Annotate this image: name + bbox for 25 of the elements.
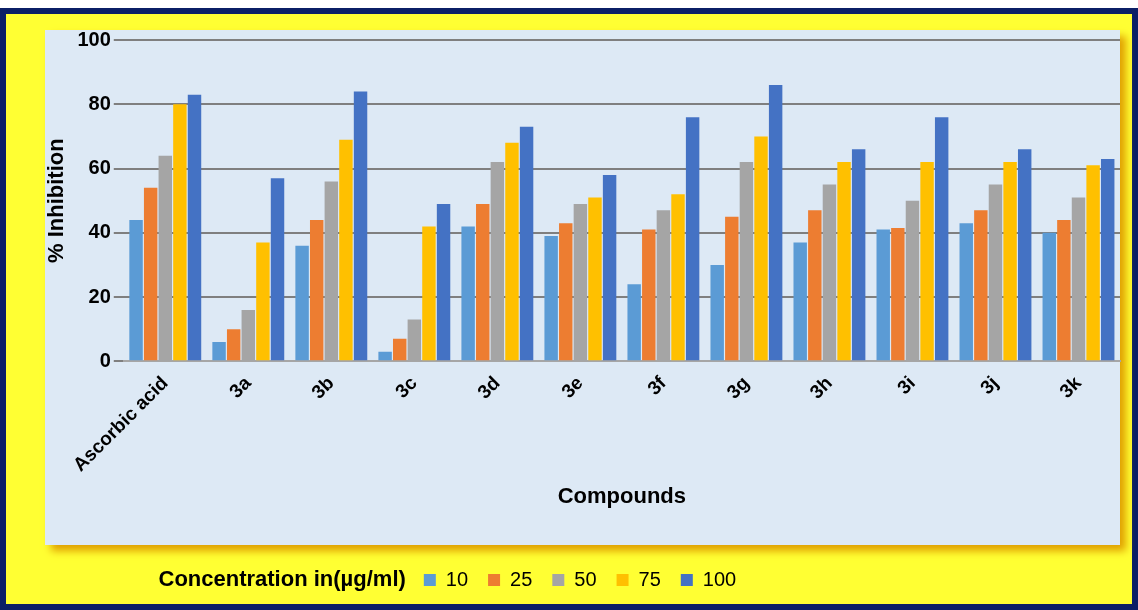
y-tick-label: 100 (77, 27, 111, 50)
x-tick-label: 3k (1055, 371, 1086, 402)
y-axis-title: % Inhibition (43, 138, 69, 264)
x-tick-label: 3f (643, 371, 671, 399)
y-tick-label: 40 (88, 220, 111, 243)
y-tick-label: 80 (88, 91, 111, 114)
x-tick-label: 3d (473, 372, 504, 403)
y-tick-label: 0 (99, 348, 111, 371)
legend-title: Concentration in(µg/ml) (158, 566, 406, 592)
x-tick-label: 3j (975, 372, 1002, 399)
legend-label: 75 (638, 567, 661, 590)
legend-label: 100 (702, 567, 737, 590)
y-tick-label: 20 (88, 284, 111, 307)
legend-label: 25 (510, 567, 533, 590)
legend-label: 50 (574, 567, 597, 590)
x-tick-label: 3b (307, 372, 338, 403)
x-tick-label: 3a (225, 371, 256, 402)
x-axis-title: Compounds (557, 482, 687, 508)
x-tick-label: 3g (722, 372, 753, 403)
x-tick-label: 3c (391, 371, 422, 402)
legend-label: 10 (445, 567, 469, 590)
x-tick-label: 3e (557, 372, 587, 402)
x-tick-label: 3h (805, 372, 836, 403)
y-tick-label: 60 (88, 156, 111, 179)
x-tick-label: 3i (892, 372, 919, 399)
